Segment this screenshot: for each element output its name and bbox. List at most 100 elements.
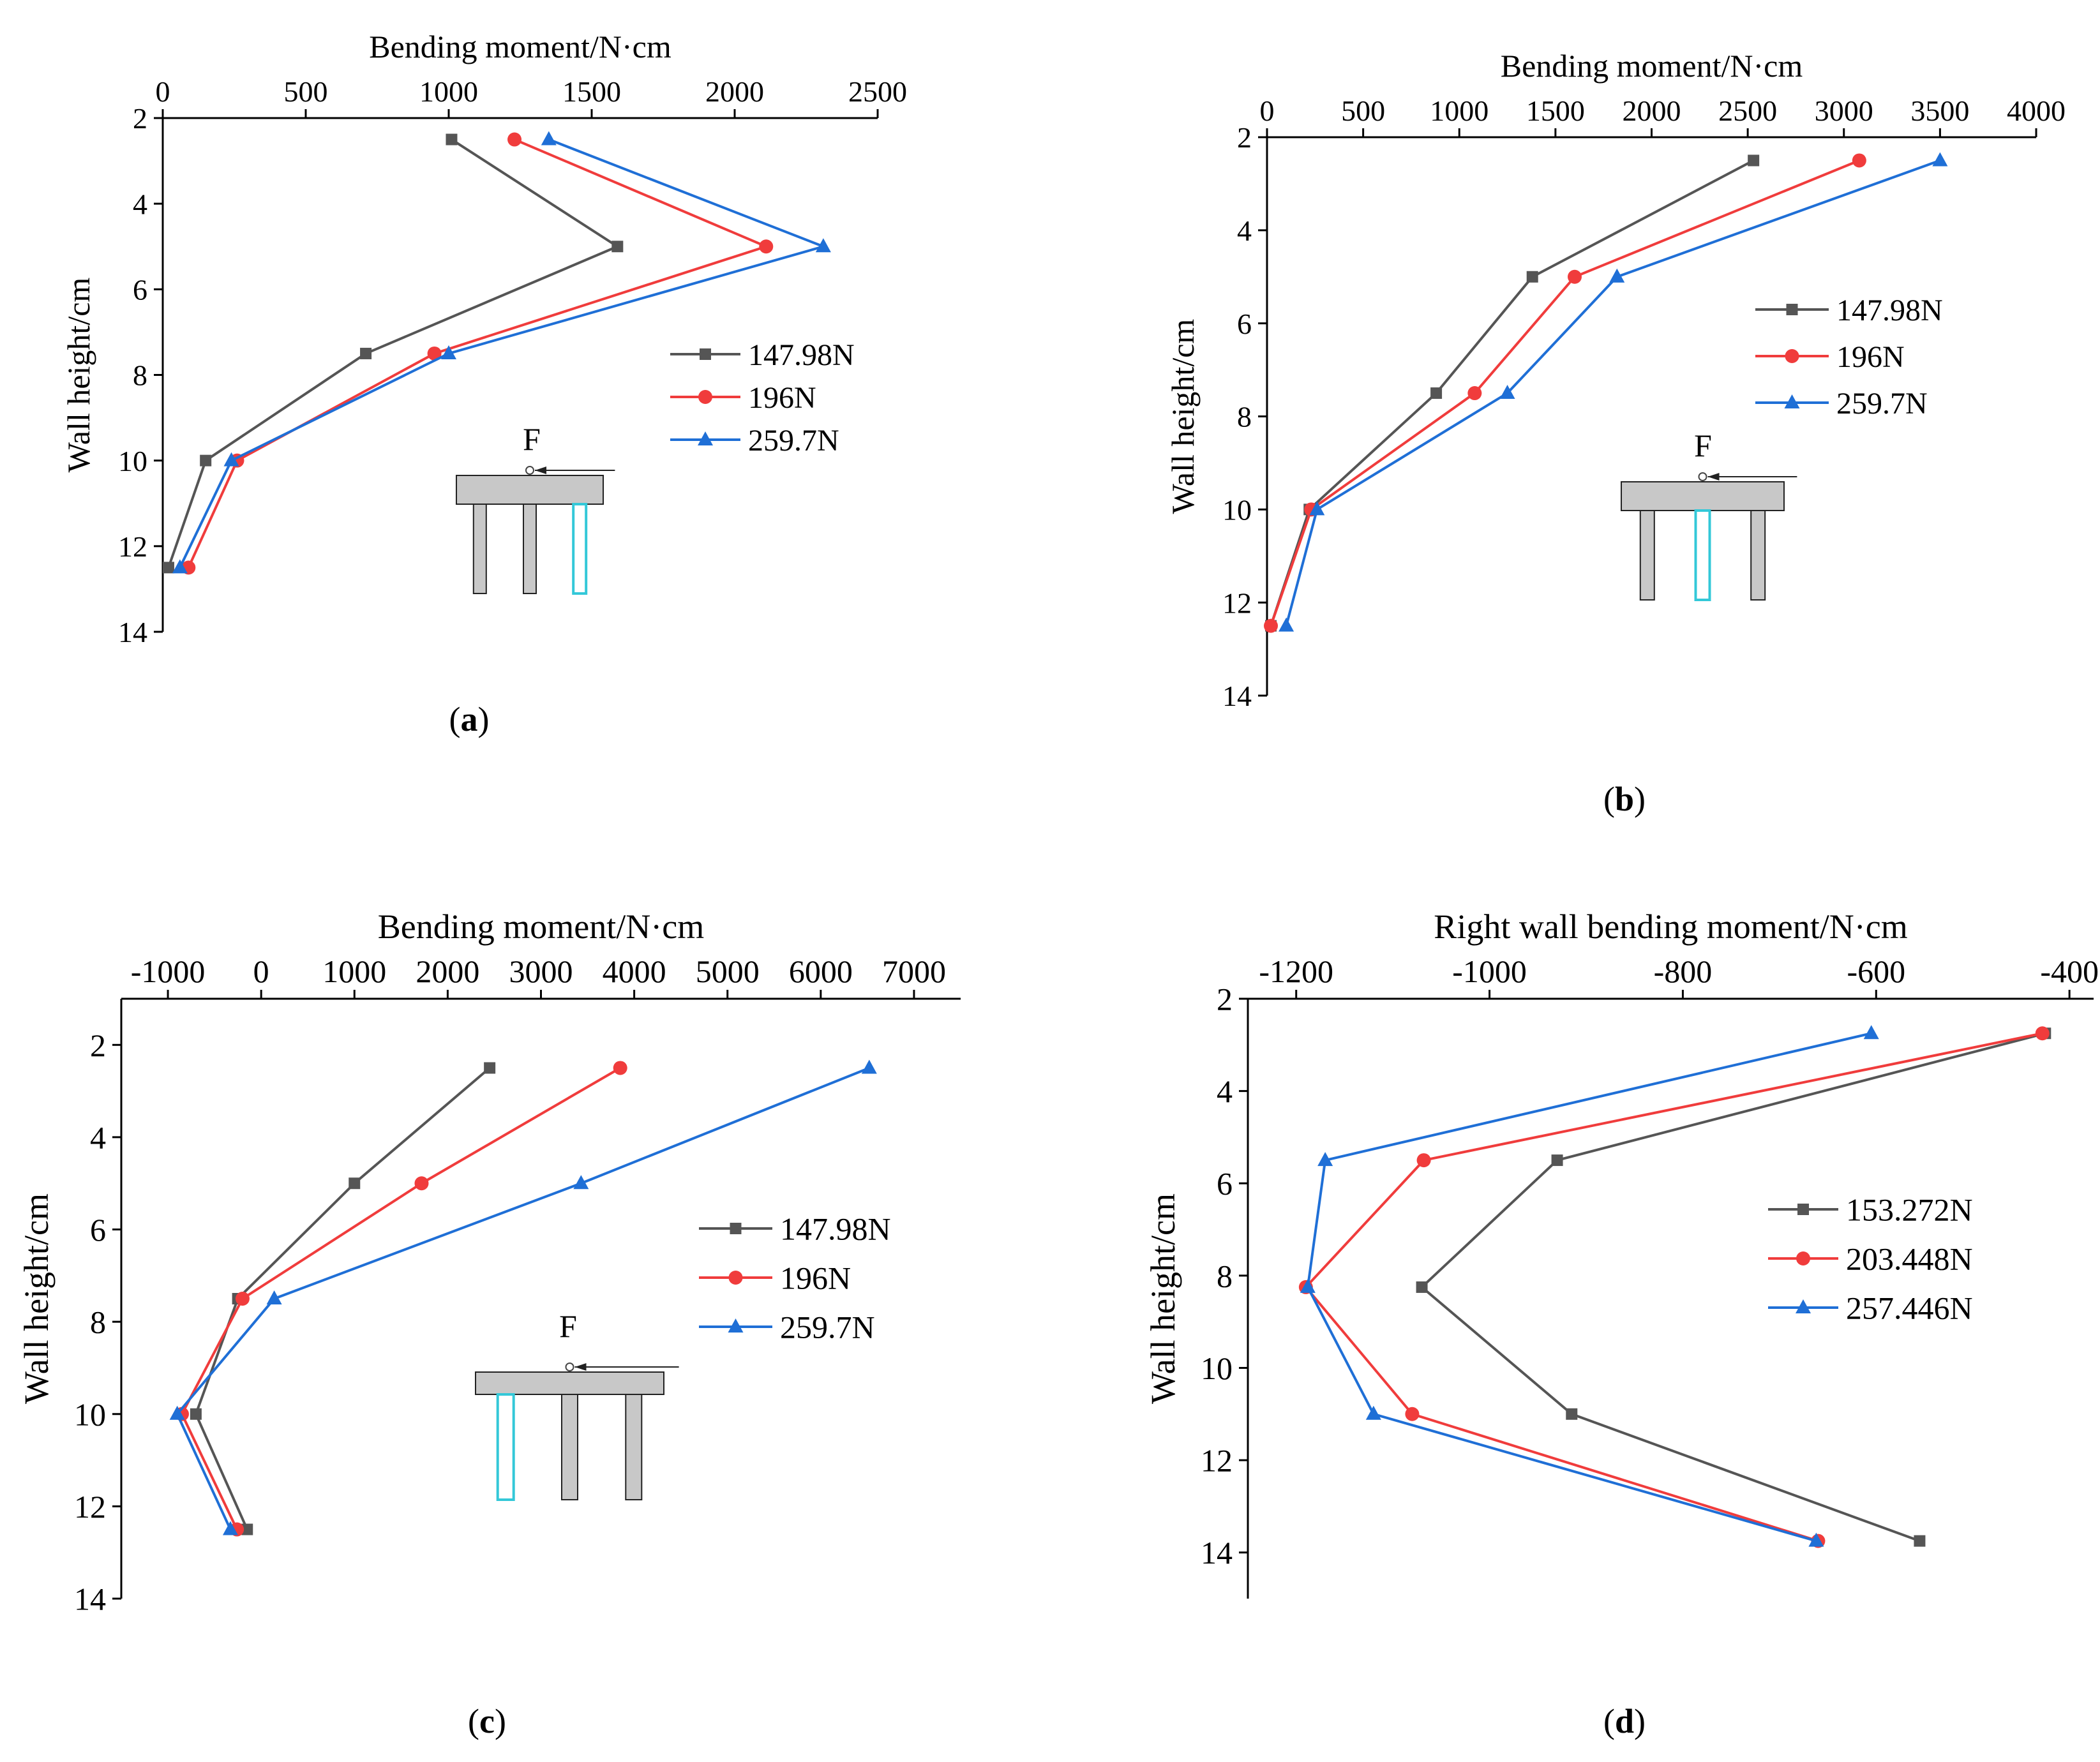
y-tick-label: 6: [1217, 1166, 1233, 1202]
inset-force-arrow-icon: [535, 467, 546, 474]
x-tick-label: 4000: [2007, 94, 2066, 127]
legend-entry-label: 153.272N: [1846, 1192, 1973, 1228]
inset-load-point: [525, 466, 534, 475]
x-tick-label: 2000: [705, 75, 764, 108]
inset-load-point: [565, 1363, 574, 1371]
y-tick-label: 2: [1217, 982, 1233, 1017]
x-axis-title: Right wall bending moment/N·cm: [1434, 907, 1907, 946]
data-point-147.98N: [446, 133, 458, 146]
inset-load-point: [1698, 472, 1707, 481]
y-tick-label: 4: [90, 1119, 106, 1155]
inset-column-highlighted: [1694, 509, 1711, 601]
data-point-153.272N: [1566, 1408, 1578, 1420]
y-axis-title: Wall height/cm: [1144, 1193, 1182, 1404]
y-tick-label: 14: [1201, 1535, 1233, 1571]
y-tick-label: 14: [74, 1581, 106, 1617]
legend-entry-label: 196N: [748, 381, 816, 415]
y-tick-label: 12: [1222, 586, 1252, 619]
inset-slab: [475, 1371, 664, 1395]
data-point-147.98N: [1526, 271, 1538, 283]
legend-entry-label: 257.446N: [1846, 1290, 1973, 1326]
legend-marker: [728, 1271, 743, 1285]
data-point-147.98N: [1748, 154, 1760, 167]
inset-column: [625, 1394, 643, 1500]
data-point-259.7N: [441, 345, 456, 359]
y-tick-label: 10: [1201, 1350, 1233, 1386]
x-tick-label: 1000: [1430, 94, 1489, 127]
data-point-196N: [414, 1176, 429, 1191]
x-tick-label: -800: [1654, 953, 1713, 989]
series-line-153.272N: [1420, 1032, 2046, 1542]
y-tick-label: 6: [1237, 308, 1252, 340]
x-tick-label: 2500: [1718, 94, 1777, 127]
data-point-147.98N: [484, 1062, 496, 1074]
x-tick-label: 6000: [789, 953, 853, 989]
x-tick-label: 0: [253, 953, 269, 989]
x-tick-label: -1200: [1259, 953, 1333, 989]
x-tick-label: 500: [1341, 94, 1385, 127]
data-point-257.446N: [1317, 1152, 1333, 1167]
inset-force-arrow-icon: [574, 1363, 587, 1371]
y-axis-title: Wall height/cm: [17, 1193, 56, 1404]
data-point-196N: [1568, 269, 1582, 284]
y-tick-label: 8: [133, 359, 147, 392]
inset-column: [472, 504, 487, 594]
legend-entry-label: 259.7N: [1836, 387, 1928, 421]
data-point-259.7N: [1932, 152, 1948, 167]
x-tick-label: -400: [2040, 953, 2099, 989]
x-tick-label: 1000: [322, 953, 386, 989]
inset-slab: [1621, 481, 1785, 511]
legend-entry-label: 259.7N: [780, 1310, 875, 1345]
y-tick-label: 6: [133, 273, 147, 306]
x-tick-label: 0: [1260, 94, 1275, 127]
chart-panel-b: 0 500 1000 1500 2000 2500 3000 3500 4000 2 4 6 8 10 12…: [1165, 48, 2066, 818]
data-point-259.7N: [222, 1521, 238, 1535]
y-tick-label: 4: [1217, 1073, 1233, 1109]
y-tick-label: 10: [74, 1396, 106, 1432]
data-point-147.98N: [360, 347, 372, 359]
y-tick-label: 14: [118, 616, 147, 648]
legend-marker: [1796, 1299, 1811, 1313]
x-tick-label: 4000: [603, 953, 666, 989]
data-point-147.98N: [1430, 387, 1443, 399]
x-tick-label: 2000: [416, 953, 479, 989]
x-tick-label: 1000: [419, 75, 478, 108]
inset-column: [523, 504, 537, 594]
panel-label-letter: d: [1615, 1702, 1634, 1740]
data-point-259.7N: [1279, 617, 1294, 632]
data-point-257.446N: [1300, 1278, 1316, 1293]
legend-marker: [1786, 304, 1798, 315]
series-line-257.446N: [1306, 1032, 1872, 1542]
data-point-259.7N: [169, 1405, 185, 1420]
data-point-147.98N: [349, 1177, 361, 1190]
inset-column-highlighted: [572, 503, 588, 595]
y-tick-label: 8: [90, 1304, 106, 1340]
data-point-196N: [1467, 386, 1482, 401]
series-line-259.7N: [176, 1066, 870, 1530]
data-point-196N: [427, 346, 442, 361]
x-tick-label: 5000: [696, 953, 760, 989]
data-point-203.448N: [1405, 1407, 1420, 1421]
legend-marker: [698, 390, 712, 404]
x-tick-label: 500: [284, 75, 328, 108]
y-tick-label: 14: [1222, 680, 1252, 712]
data-point-196N: [759, 239, 774, 254]
chart-panel-c: -1000 0 1000 2000 3000 4000 5000 6000 7000 2 4 6 8 10…: [17, 907, 961, 1740]
legend-entry-label: 203.448N: [1846, 1241, 1973, 1277]
legend-marker: [1796, 1251, 1810, 1266]
legend-entry-label: 147.98N: [748, 338, 855, 372]
data-point-147.98N: [190, 1408, 202, 1420]
x-tick-label: -600: [1847, 953, 1905, 989]
x-tick-label: 0: [156, 75, 170, 108]
inset-force-label: F: [559, 1308, 577, 1344]
legend-marker: [1797, 1204, 1809, 1215]
x-tick-label: 7000: [882, 953, 946, 989]
series-line-147.98N: [1270, 159, 1755, 627]
data-point-153.272N: [1914, 1535, 1926, 1547]
data-point-259.7N: [223, 452, 239, 467]
x-tick-label: 2500: [848, 75, 907, 108]
x-tick-label: 1500: [1526, 94, 1585, 127]
legend-entry-label: 196N: [1836, 340, 1905, 374]
legend-marker: [1785, 349, 1799, 363]
legend-entry-label: 259.7N: [748, 424, 839, 458]
